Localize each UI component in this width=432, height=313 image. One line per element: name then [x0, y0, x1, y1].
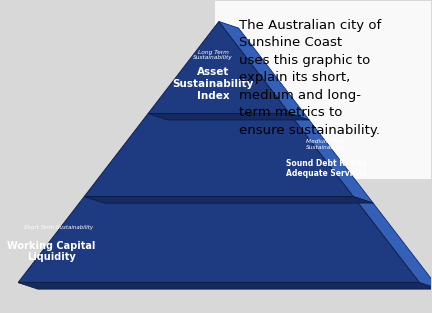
- Polygon shape: [148, 114, 309, 120]
- Polygon shape: [289, 114, 373, 203]
- Text: The Australian city of
Sunshine Coast
uses this graphic to
explain its short,
me: The Australian city of Sunshine Coast us…: [238, 18, 381, 136]
- Text: Working Capital
Liquidity: Working Capital Liquidity: [7, 241, 95, 262]
- Text: Long Term
Sustainability: Long Term Sustainability: [193, 50, 233, 60]
- Polygon shape: [148, 22, 289, 114]
- Polygon shape: [84, 114, 353, 197]
- Text: Asset
Sustainability
Index: Asset Sustainability Index: [172, 68, 254, 101]
- Polygon shape: [84, 197, 373, 203]
- Polygon shape: [219, 22, 309, 120]
- Text: Short Term Sustainability: Short Term Sustainability: [25, 225, 94, 230]
- Text: Medium Term
Sustainability: Medium Term Sustainability: [306, 139, 346, 150]
- Polygon shape: [18, 197, 419, 283]
- Bar: [215, 1, 432, 179]
- Polygon shape: [18, 283, 432, 289]
- Text: Sound Debt Ratios
Adequate Services: Sound Debt Ratios Adequate Services: [286, 159, 366, 178]
- Polygon shape: [353, 197, 432, 289]
